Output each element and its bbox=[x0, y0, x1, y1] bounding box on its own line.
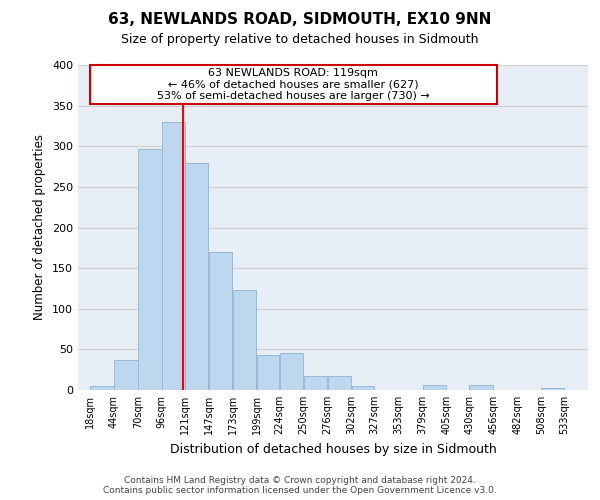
Bar bbox=[304, 376, 327, 390]
Bar bbox=[541, 388, 564, 390]
Bar bbox=[328, 376, 351, 390]
Bar bbox=[138, 148, 161, 390]
FancyBboxPatch shape bbox=[90, 65, 497, 104]
Bar bbox=[209, 252, 232, 390]
Text: Size of property relative to detached houses in Sidmouth: Size of property relative to detached ho… bbox=[121, 34, 479, 46]
Text: Contains HM Land Registry data © Crown copyright and database right 2024.
Contai: Contains HM Land Registry data © Crown c… bbox=[103, 476, 497, 495]
Bar bbox=[257, 355, 280, 390]
Text: 63, NEWLANDS ROAD, SIDMOUTH, EX10 9NN: 63, NEWLANDS ROAD, SIDMOUTH, EX10 9NN bbox=[109, 12, 491, 28]
Bar bbox=[185, 162, 208, 390]
Bar bbox=[352, 386, 374, 390]
Bar bbox=[114, 360, 137, 390]
Bar bbox=[90, 386, 113, 390]
X-axis label: Distribution of detached houses by size in Sidmouth: Distribution of detached houses by size … bbox=[170, 442, 496, 456]
Bar bbox=[280, 352, 304, 390]
Bar bbox=[422, 385, 446, 390]
Bar bbox=[162, 122, 185, 390]
Bar bbox=[469, 385, 493, 390]
Text: 63 NEWLANDS ROAD: 119sqm
← 46% of detached houses are smaller (627)
53% of semi-: 63 NEWLANDS ROAD: 119sqm ← 46% of detach… bbox=[157, 68, 430, 101]
Bar bbox=[233, 290, 256, 390]
Y-axis label: Number of detached properties: Number of detached properties bbox=[34, 134, 46, 320]
